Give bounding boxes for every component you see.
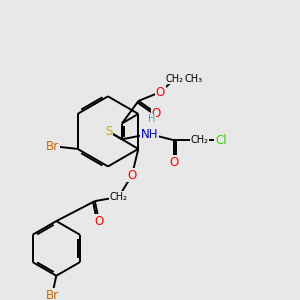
Text: O: O (152, 107, 160, 120)
Text: Br: Br (46, 140, 59, 153)
Text: CH₂: CH₂ (166, 74, 184, 84)
Text: Cl: Cl (215, 134, 226, 147)
Text: O: O (94, 215, 104, 228)
Text: S: S (105, 125, 112, 138)
Text: H: H (148, 114, 156, 124)
Text: O: O (128, 169, 136, 182)
Text: NH: NH (140, 128, 158, 140)
Text: CH₂: CH₂ (191, 135, 209, 145)
Text: O: O (170, 155, 179, 169)
Text: O: O (156, 85, 165, 99)
Text: CH₂: CH₂ (110, 192, 128, 202)
Text: CH₃: CH₃ (184, 74, 202, 84)
Text: Br: Br (46, 289, 59, 300)
